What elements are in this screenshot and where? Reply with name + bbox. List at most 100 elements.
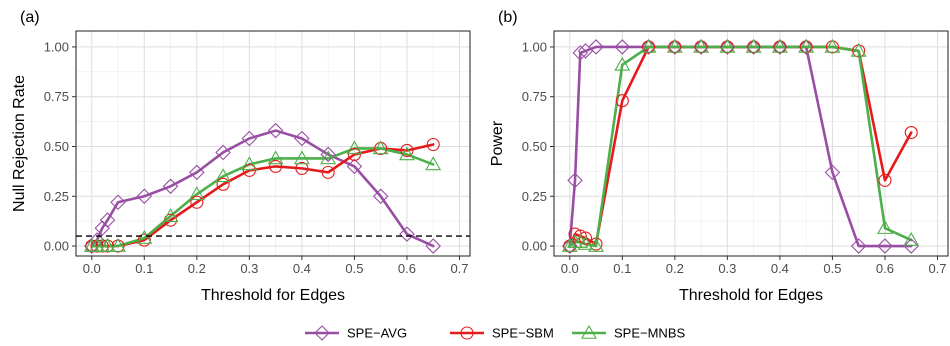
point-triangle xyxy=(320,150,337,165)
legend: SPE−AVG SPE−SBM SPE−MNBS xyxy=(305,324,685,341)
legend-item: SPE−AVG xyxy=(305,325,407,341)
point-triangle xyxy=(561,237,578,252)
point-triangle xyxy=(188,186,205,201)
point-triangle xyxy=(614,56,631,71)
point-circle xyxy=(878,173,892,187)
x-tick-label: 0.0 xyxy=(561,261,579,276)
panel-a: 0.0 0.1 0.2 0.3 0.4 0.5 0.6 0.7 0.00 0.25 0.50 0.75… xyxy=(11,9,471,304)
y-tick-label: 0.75 xyxy=(44,89,69,104)
point-triangle xyxy=(215,168,232,183)
point-circle xyxy=(190,195,204,209)
x-axis-title: Threshold for Edges xyxy=(201,287,345,304)
x-tick-label: 0.2 xyxy=(188,261,206,276)
legend-label: SPE−SBM xyxy=(492,326,554,341)
point-diamond xyxy=(346,158,363,175)
point-triangle xyxy=(346,140,363,155)
panel-tag: (b) xyxy=(498,9,518,26)
legend-marker-diamond xyxy=(314,325,330,341)
y-tick-label: 0.50 xyxy=(522,139,547,154)
point-diamond xyxy=(588,39,604,55)
x-tick-label: 0.5 xyxy=(345,261,363,276)
point-circle xyxy=(400,143,414,158)
x-tick-label: 0.3 xyxy=(718,261,736,276)
point-diamond xyxy=(567,172,583,189)
x-tick-label: 0.6 xyxy=(876,261,894,276)
point-diamond xyxy=(877,238,893,254)
point-diamond xyxy=(425,238,442,254)
point-diamond xyxy=(772,39,788,55)
point-triangle xyxy=(425,156,442,171)
point-circle xyxy=(137,233,151,247)
x-tick-label: 0.2 xyxy=(666,261,684,276)
point-triangle xyxy=(719,38,736,53)
y-tick-label: 1.00 xyxy=(44,39,69,54)
point-diamond xyxy=(745,39,762,55)
point-triangle xyxy=(903,231,920,246)
point-diamond xyxy=(693,39,709,55)
point-triangle xyxy=(588,237,604,252)
point-diamond xyxy=(241,130,258,147)
point-triangle xyxy=(798,38,815,53)
point-diamond xyxy=(903,238,920,254)
point-triangle xyxy=(693,38,710,53)
point-diamond xyxy=(215,144,231,161)
plot-area xyxy=(76,31,470,256)
point-triangle xyxy=(293,150,310,165)
point-diamond xyxy=(94,220,111,236)
point-triangle xyxy=(771,38,788,53)
point-triangle xyxy=(824,38,841,53)
point-triangle xyxy=(640,38,657,53)
point-diamond xyxy=(189,164,205,181)
panel-border xyxy=(75,30,471,257)
legend-marker-triangle xyxy=(581,324,597,339)
data-layer xyxy=(76,122,470,254)
x-tick-label: 0.6 xyxy=(398,261,416,276)
point-circle xyxy=(615,94,629,108)
point-diamond xyxy=(99,212,116,228)
x-tick-label: 0.1 xyxy=(135,261,153,276)
point-diamond xyxy=(399,226,415,242)
point-diamond xyxy=(110,194,126,211)
point-triangle xyxy=(850,42,867,57)
x-tick-label: 0.5 xyxy=(823,261,841,276)
y-tick-label: 1.00 xyxy=(522,39,547,54)
point-circle xyxy=(904,125,918,140)
x-tick-label: 0.7 xyxy=(450,261,468,276)
point-diamond xyxy=(850,238,867,254)
point-diamond xyxy=(320,146,336,163)
y-tick-label: 0.00 xyxy=(44,239,69,254)
point-diamond xyxy=(640,39,657,55)
y-tick-label: 0.25 xyxy=(522,189,547,204)
point-diamond xyxy=(798,39,814,55)
point-triangle xyxy=(877,220,893,234)
y-axis-title: Null Rejection Rate xyxy=(11,75,28,212)
panel-border xyxy=(553,30,949,257)
point-diamond xyxy=(89,232,105,248)
point-diamond xyxy=(136,188,153,205)
legend-item: SPE−SBM xyxy=(450,326,554,341)
plot-area xyxy=(554,31,948,256)
point-diamond xyxy=(719,39,736,55)
legend-label: SPE−MNBS xyxy=(614,326,685,341)
legend-marker-circle xyxy=(460,326,474,340)
x-tick-label: 0.3 xyxy=(240,261,258,276)
point-circle xyxy=(242,163,256,177)
point-triangle xyxy=(399,146,415,161)
data-layer xyxy=(561,38,920,254)
point-diamond xyxy=(294,130,310,147)
point-triangle xyxy=(577,235,594,250)
point-circle xyxy=(295,161,309,175)
legend-label: SPE−AVG xyxy=(347,326,407,341)
point-triangle xyxy=(136,229,153,244)
point-circle xyxy=(269,159,283,173)
x-tick-label: 0.0 xyxy=(83,261,101,276)
point-diamond xyxy=(572,45,589,61)
point-triangle xyxy=(267,150,284,165)
point-diamond xyxy=(614,39,631,55)
point-triangle xyxy=(745,38,762,53)
point-triangle xyxy=(110,237,126,252)
panel-b: 0.0 0.1 0.2 0.3 0.4 0.5 0.6 0.7 0.00 0.25 0.50 0.75… xyxy=(489,9,949,304)
point-triangle xyxy=(372,140,389,155)
y-tick-label: 0.50 xyxy=(44,139,69,154)
